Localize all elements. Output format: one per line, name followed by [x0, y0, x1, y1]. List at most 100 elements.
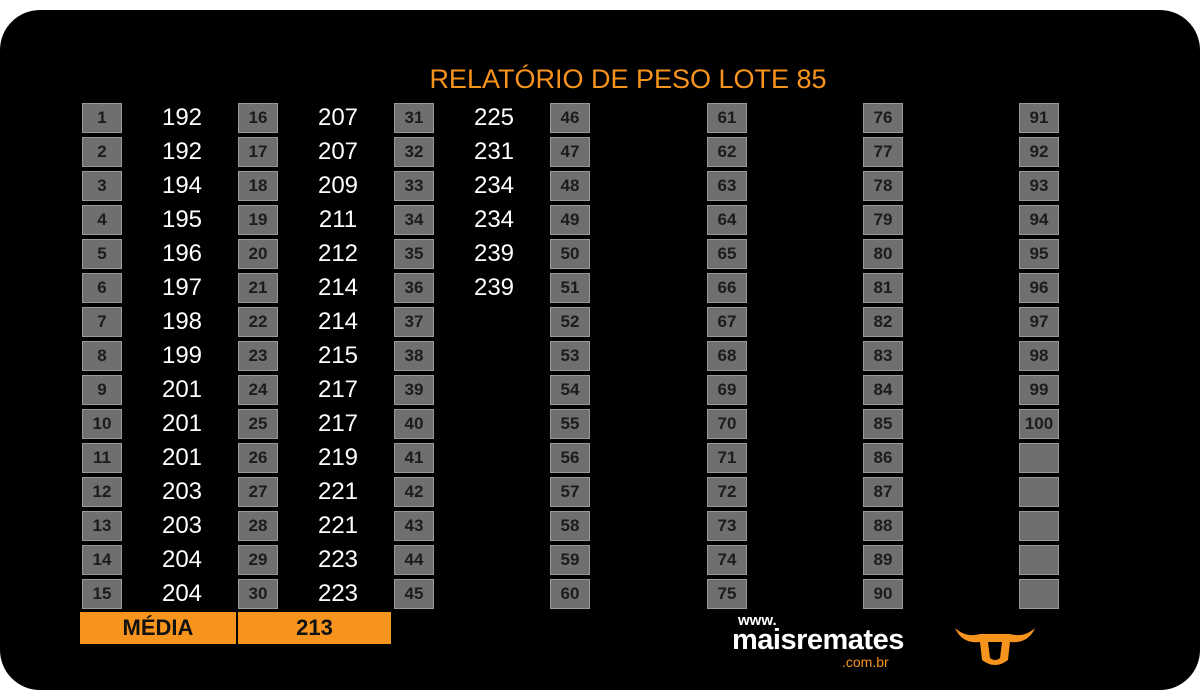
- index-cell: 52: [550, 307, 590, 337]
- weight: 215: [317, 342, 359, 369]
- index-cell: 24: [238, 375, 278, 405]
- weight: 231: [473, 138, 515, 165]
- weight: 207: [317, 138, 359, 165]
- weight: 199: [161, 342, 203, 369]
- weight: 239: [473, 240, 515, 267]
- index-cell: 48: [550, 171, 590, 201]
- weight: 194: [161, 172, 203, 199]
- index-cell: 96: [1019, 273, 1059, 303]
- index-cell: 77: [863, 137, 903, 167]
- index-cell: 1: [82, 103, 122, 133]
- index-cell: 53: [550, 341, 590, 371]
- weight: 234: [473, 172, 515, 199]
- logo-icon: [955, 628, 1035, 665]
- index-cell: 2: [82, 137, 122, 167]
- index-cell: 82: [863, 307, 903, 337]
- index-cell: 100: [1019, 409, 1059, 439]
- index-cell: 95: [1019, 239, 1059, 269]
- index-cell: 64: [707, 205, 747, 235]
- index-cell: 42: [394, 477, 434, 507]
- index-cell: 19: [238, 205, 278, 235]
- index-cell: 94: [1019, 205, 1059, 235]
- panel: [0, 10, 1200, 690]
- average-value: 213: [238, 612, 391, 644]
- index-cell: 98: [1019, 341, 1059, 371]
- weight: 201: [161, 444, 203, 471]
- weight: 211: [318, 206, 358, 233]
- index-cell: 43: [394, 511, 434, 541]
- index-cell: 47: [550, 137, 590, 167]
- weight: 223: [317, 580, 359, 607]
- index-cell: 62: [707, 137, 747, 167]
- index-cell: 21: [238, 273, 278, 303]
- index-cell: 27: [238, 477, 278, 507]
- index-cell: 39: [394, 375, 434, 405]
- weight: 212: [317, 240, 359, 267]
- weight: 239: [473, 274, 515, 301]
- index-cell: 78: [863, 171, 903, 201]
- index-cell: 51: [550, 273, 590, 303]
- index-cell: 46: [550, 103, 590, 133]
- index-cell: [1019, 579, 1059, 609]
- index-cell: 83: [863, 341, 903, 371]
- index-cell: 44: [394, 545, 434, 575]
- weight: 192: [161, 138, 203, 165]
- index-cell: 23: [238, 341, 278, 371]
- index-cell: 79: [863, 205, 903, 235]
- index-cell: 29: [238, 545, 278, 575]
- index-cell: 25: [238, 409, 278, 439]
- index-cell: 90: [863, 579, 903, 609]
- weight: 195: [161, 206, 203, 233]
- index-cell: 30: [238, 579, 278, 609]
- index-cell: 6: [82, 273, 122, 303]
- index-cell: [1019, 545, 1059, 575]
- index-cell: 76: [863, 103, 903, 133]
- index-cell: 36: [394, 273, 434, 303]
- index-cell: 26: [238, 443, 278, 473]
- weight: 204: [161, 580, 203, 607]
- logo-name: maisremates: [732, 624, 904, 656]
- index-cell: 55: [550, 409, 590, 439]
- index-cell: 32: [394, 137, 434, 167]
- index-cell: 3: [82, 171, 122, 201]
- index-cell: 73: [707, 511, 747, 541]
- index-cell: 74: [707, 545, 747, 575]
- index-cell: 66: [707, 273, 747, 303]
- index-cell: 72: [707, 477, 747, 507]
- weight: 192: [161, 104, 203, 131]
- index-cell: 85: [863, 409, 903, 439]
- index-cell: 54: [550, 375, 590, 405]
- index-cell: 41: [394, 443, 434, 473]
- weight: 207: [317, 104, 359, 131]
- index-cell: 4: [82, 205, 122, 235]
- index-cell: 93: [1019, 171, 1059, 201]
- weight: 201: [161, 410, 203, 437]
- bull-icon: [955, 628, 1035, 665]
- index-cell: 67: [707, 307, 747, 337]
- index-cell: 92: [1019, 137, 1059, 167]
- weight: 201: [161, 376, 203, 403]
- index-cell: 31: [394, 103, 434, 133]
- weight: 203: [161, 512, 203, 539]
- index-cell: 68: [707, 341, 747, 371]
- index-cell: 37: [394, 307, 434, 337]
- index-cell: 70: [707, 409, 747, 439]
- index-cell: [1019, 443, 1059, 473]
- index-cell: 97: [1019, 307, 1059, 337]
- weight: 196: [161, 240, 203, 267]
- index-cell: 81: [863, 273, 903, 303]
- index-cell: 60: [550, 579, 590, 609]
- weight: 217: [317, 376, 359, 403]
- index-cell: 75: [707, 579, 747, 609]
- index-cell: 15: [82, 579, 122, 609]
- index-cell: 8: [82, 341, 122, 371]
- index-cell: 28: [238, 511, 278, 541]
- weight: 234: [473, 206, 515, 233]
- weight: 225: [473, 104, 515, 131]
- index-cell: 91: [1019, 103, 1059, 133]
- weight: 223: [317, 546, 359, 573]
- index-cell: 22: [238, 307, 278, 337]
- index-cell: 65: [707, 239, 747, 269]
- index-cell: 50: [550, 239, 590, 269]
